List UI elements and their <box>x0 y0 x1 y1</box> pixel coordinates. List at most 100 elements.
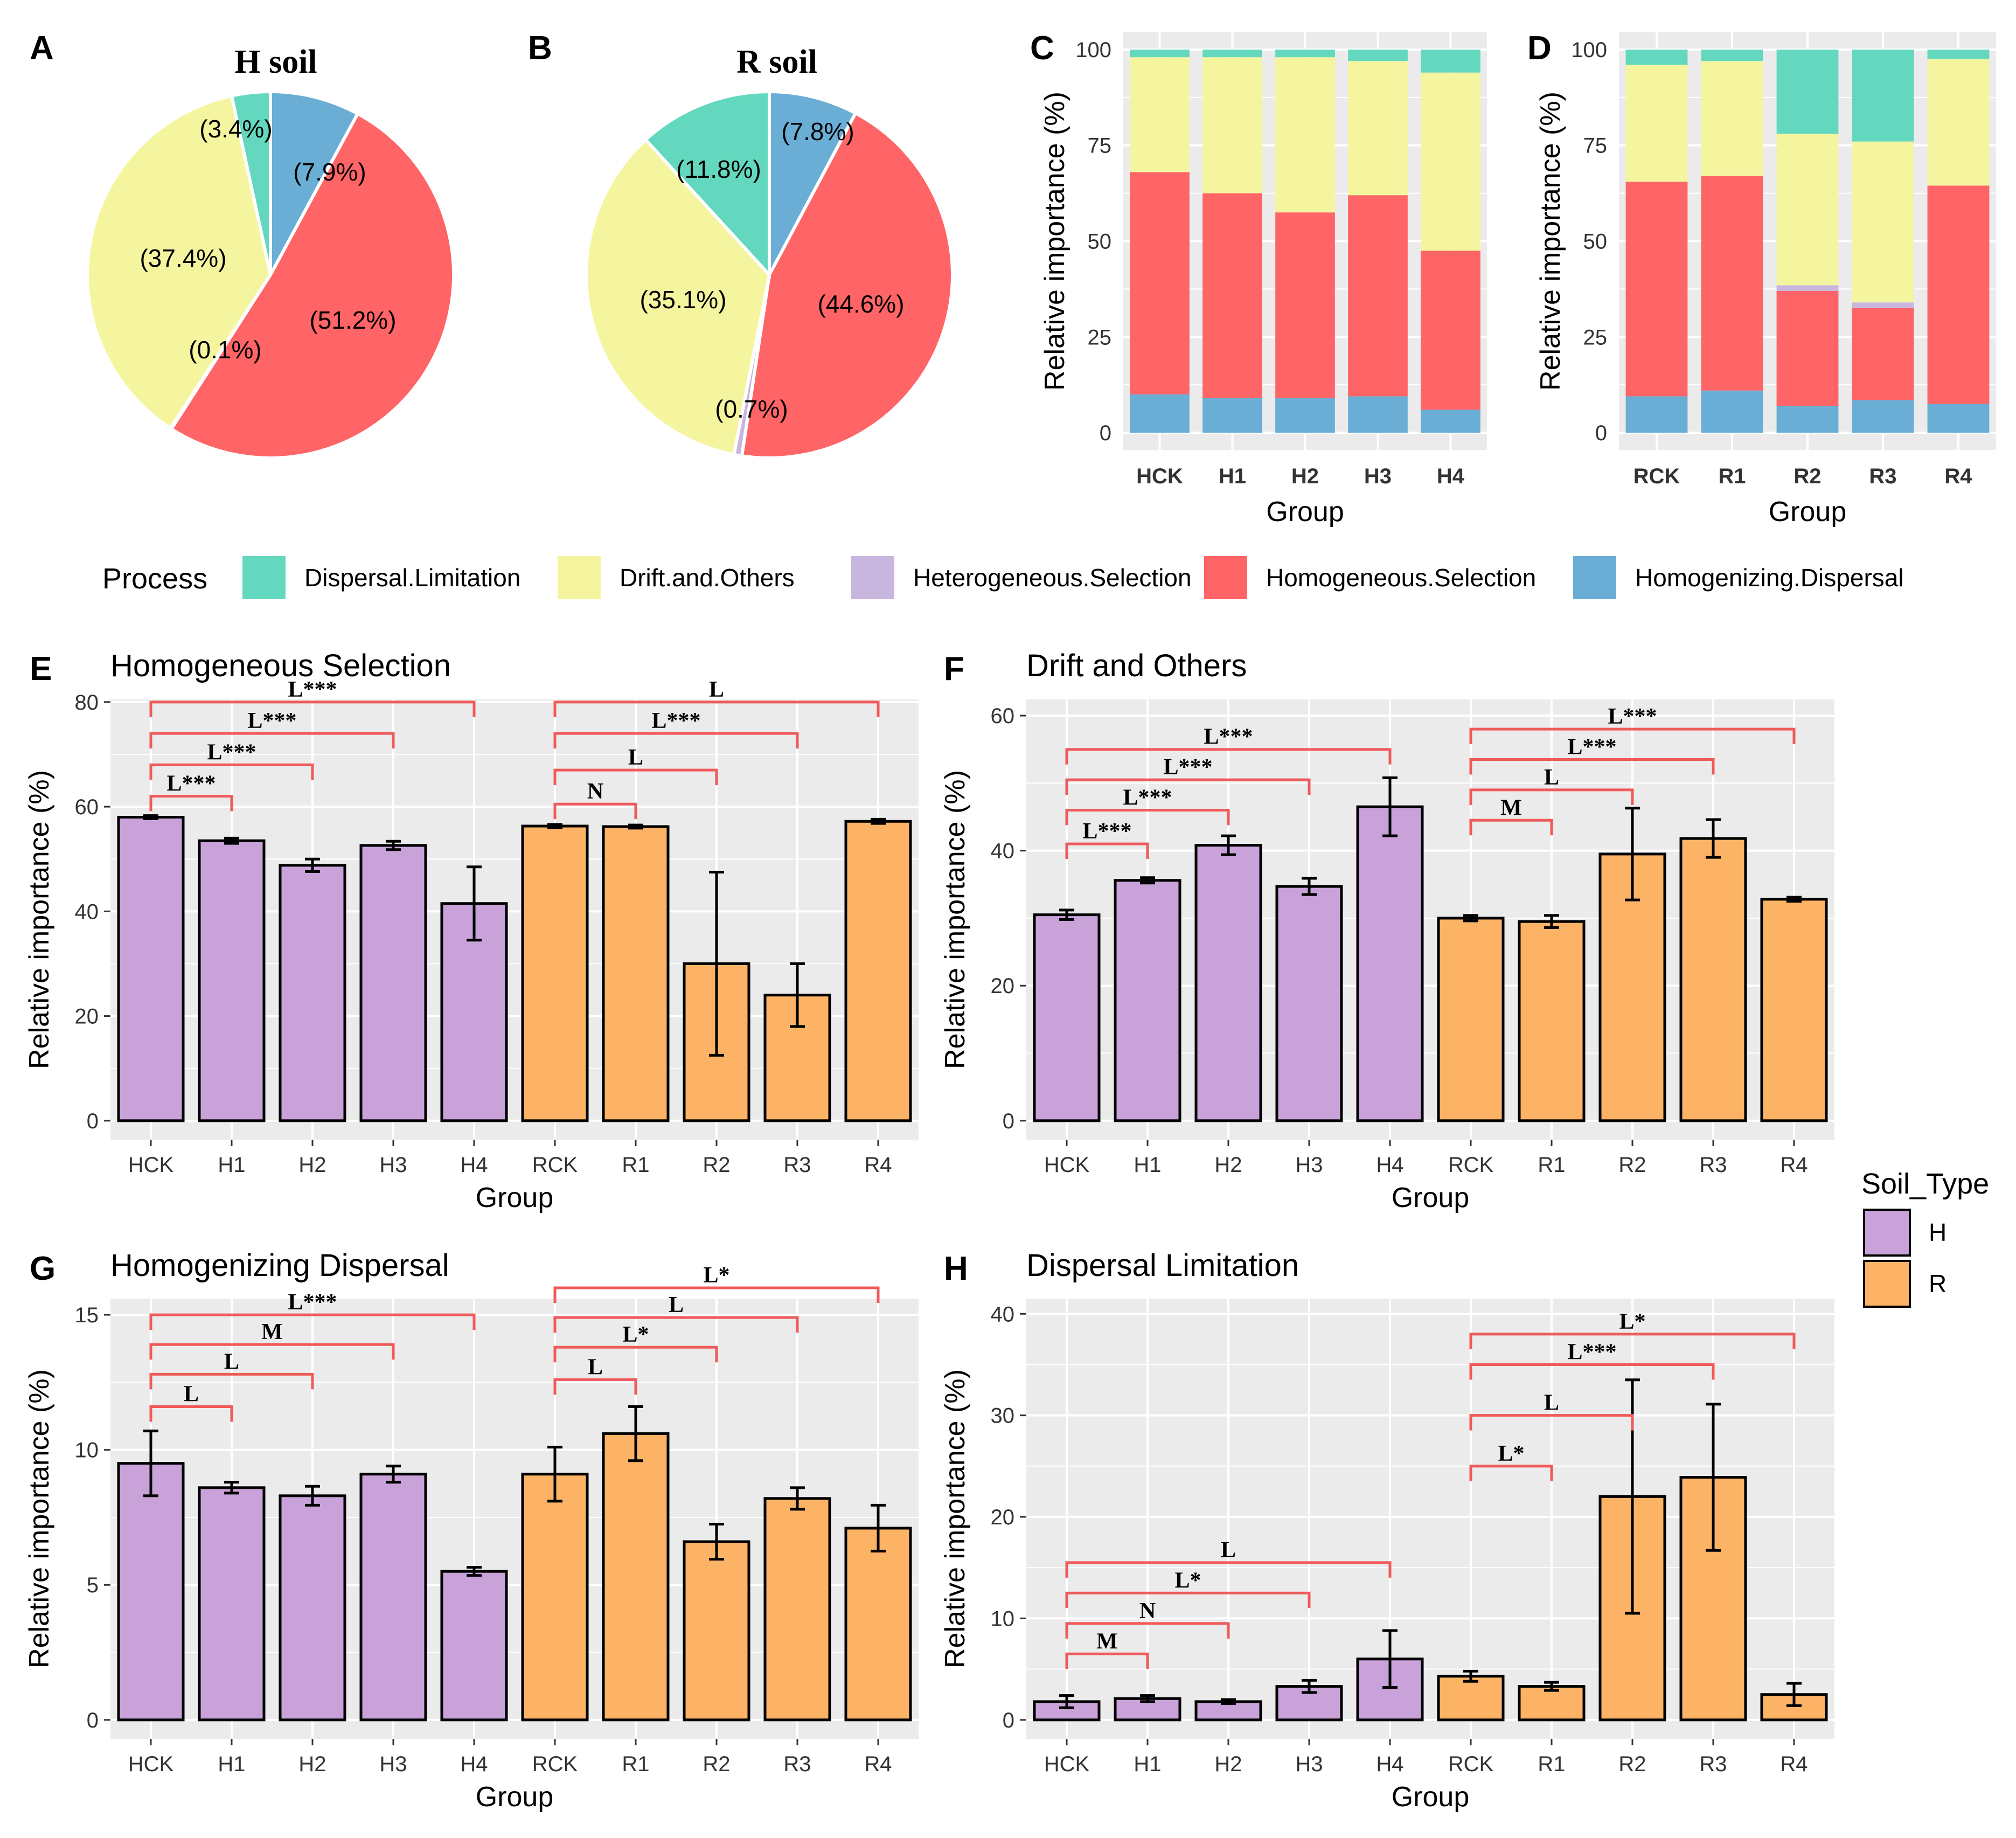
error-bar-h3 <box>1302 877 1317 896</box>
bracket-line <box>1065 778 1311 795</box>
soil-legend-label-r: R <box>1929 1270 1947 1298</box>
panel-letter-b: B <box>528 30 552 67</box>
bar-h2 <box>1194 1700 1262 1722</box>
bar-h4 <box>440 1570 508 1722</box>
error-bar-r4 <box>871 1503 886 1553</box>
x-tick-label: H1 <box>218 1752 245 1776</box>
pie-slice-homogenizing-dispersal <box>768 89 858 276</box>
error-bar-rck <box>1463 914 1478 923</box>
significance-bracket: L <box>553 745 718 786</box>
x-axis-title: Group <box>1392 1781 1470 1813</box>
x-tick-label: R4 <box>864 1153 892 1177</box>
bracket-label: N <box>587 779 603 804</box>
error-bar-h2 <box>305 1485 320 1507</box>
panel-letter-d: D <box>1527 30 1552 67</box>
bracket-label: L*** <box>288 1290 337 1315</box>
x-tick-label: HCK <box>1136 464 1183 488</box>
pie-label-homogenizing-dispersal: (7.8%) <box>781 117 854 145</box>
stacked-segment-heterogeneous-selection <box>1776 285 1839 291</box>
error-bar-r1 <box>1544 914 1559 929</box>
bar-r4 <box>844 820 912 1122</box>
error-bar-h2 <box>1221 1698 1236 1705</box>
bar-r4 <box>844 1527 912 1722</box>
significance-bracket: L*** <box>1469 1340 1715 1380</box>
bracket-label: L <box>1544 765 1559 790</box>
bracket-line <box>149 1313 476 1330</box>
bar-h2 <box>1194 844 1262 1122</box>
x-tick-label: R3 <box>1869 464 1896 488</box>
bracket-line <box>1065 748 1392 765</box>
bracket-line <box>553 1316 799 1333</box>
bar-r3 <box>763 1497 831 1722</box>
error-bar-h1 <box>224 1481 239 1495</box>
pie-label-dispersal-limitation: (11.8%) <box>676 155 761 183</box>
significance-bracket: L*** <box>149 772 233 812</box>
stacked-segment-dispersal-limitation <box>1701 49 1763 61</box>
y-tick-label: 25 <box>1088 325 1112 349</box>
soil-legend-label-h: H <box>1929 1218 1947 1246</box>
pie-label-homogeneous-selection: (44.6%) <box>817 290 904 318</box>
stacked-segment-drift-and-others <box>1202 57 1262 193</box>
bracket-label: L* <box>1498 1441 1524 1466</box>
x-tick-label: H4 <box>1376 1752 1403 1776</box>
bar-hck <box>117 1462 185 1722</box>
significance-bracket: L*** <box>149 677 476 717</box>
error-bar-r2 <box>709 1522 724 1561</box>
bar-rck <box>521 824 589 1122</box>
bar-chart-homogeneous-selection: Homogeneous Selection 0 20 40 60 80 HCK H1 H2 H3 H… <box>24 648 919 1213</box>
panel-letter-a: A <box>30 30 54 67</box>
bar-rck <box>1437 917 1505 1122</box>
legend-label-dispersal-limitation: Dispersal.Limitation <box>304 564 520 592</box>
error-bar-r3 <box>790 962 805 1028</box>
bar-chart-homogenizing-dispersal: Homogenizing Dispersal 0 5 10 15 HCK H1 H2 H3 H4 R… <box>24 1248 919 1813</box>
x-tick-label: H1 <box>1134 1153 1161 1177</box>
stacked-bar-chart-r: 0 25 50 75 100 RCK R1 R2 R3 R4 Group Relative impor… <box>1535 32 1996 528</box>
stacked-segment-homogeneous-selection <box>1701 176 1763 391</box>
significance-bracket: N <box>1065 1599 1230 1639</box>
y-tick-label: 40 <box>991 1302 1015 1326</box>
pie-label-heterogeneous-selection: (0.1%) <box>189 336 261 364</box>
bracket-line <box>1065 1622 1230 1639</box>
bracket-label: L*** <box>1163 755 1212 780</box>
bracket-label: L <box>709 677 724 702</box>
bar-h1 <box>198 839 266 1122</box>
x-tick-label: R1 <box>622 1153 649 1177</box>
significance-bracket: L*** <box>1065 755 1311 795</box>
significance-bracket: L* <box>1065 1568 1311 1608</box>
stacked-segment-dispersal-limitation <box>1852 49 1914 142</box>
stacked-segment-homogeneous-selection <box>1776 290 1839 406</box>
bracket-line <box>1469 1363 1715 1380</box>
bracket-label: L*** <box>1082 819 1131 844</box>
y-axis-title: Relative importance (%) <box>24 770 55 1069</box>
bracket-label: L* <box>703 1263 729 1288</box>
bracket-line <box>149 1343 395 1360</box>
panel-letter-h: H <box>944 1250 968 1287</box>
bracket-line <box>149 795 233 812</box>
bracket-line <box>1065 808 1230 826</box>
bracket-line <box>1065 1561 1392 1578</box>
bracket-line <box>553 1378 637 1395</box>
panel-letter-c: C <box>1030 30 1054 67</box>
stacked-segment-drift-and-others <box>1852 141 1914 303</box>
x-tick-label: R1 <box>622 1752 649 1776</box>
panel-letter-f: F <box>944 650 964 688</box>
x-tick-label: R2 <box>1618 1752 1646 1776</box>
stacked-segment-drift-and-others <box>1130 57 1190 172</box>
bar-r1 <box>1518 920 1586 1122</box>
x-axis-title: Group <box>1769 496 1847 528</box>
bar-rck <box>521 1473 589 1722</box>
bracket-label: L <box>669 1293 684 1317</box>
error-bar-r1 <box>628 823 643 830</box>
error-bar-h3 <box>1302 1679 1317 1694</box>
bracket-label: L*** <box>288 677 337 702</box>
bar-h3 <box>359 844 427 1122</box>
stacked-segment-dispersal-limitation <box>1421 49 1480 73</box>
bracket-line <box>149 700 476 717</box>
stacked-segment-homogeneous-selection <box>1927 185 1990 404</box>
significance-bracket: M <box>1469 795 1553 836</box>
y-tick-label: 5 <box>87 1573 99 1597</box>
stacked-segment-drift-and-others <box>1701 61 1763 176</box>
x-tick-label: R2 <box>703 1153 730 1177</box>
bracket-label: L*** <box>1204 725 1253 750</box>
